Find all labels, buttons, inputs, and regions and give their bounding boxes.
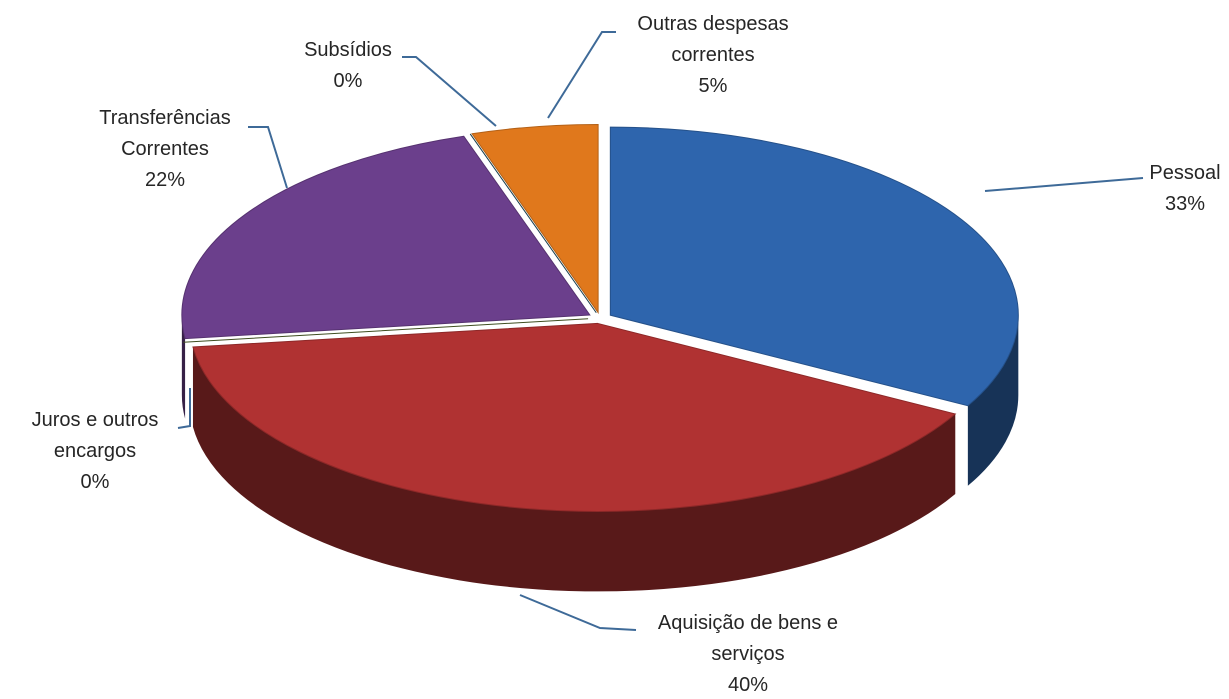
- label-value: 22%: [144, 169, 186, 191]
- slice-side: [181, 315, 186, 419]
- leader-lines: [177, 31, 1144, 631]
- data-label: Subsídios 0%: [273, 35, 423, 97]
- label-value: 33%: [1164, 193, 1206, 215]
- leader-line: [519, 594, 637, 631]
- label-name: Outras despesas correntes: [637, 13, 789, 66]
- data-label: Juros e outros encargos 0%: [5, 405, 185, 498]
- slice: [609, 126, 1019, 407]
- label-value: 0%: [333, 70, 363, 92]
- slice: [183, 318, 589, 343]
- slice: [181, 135, 591, 340]
- data-label: Pessoal 33%: [1135, 158, 1229, 220]
- label-name: Pessoal: [1149, 162, 1221, 184]
- label-name: Subsídios: [304, 39, 392, 61]
- leader-line: [402, 56, 497, 127]
- slice-side: [967, 315, 1019, 486]
- leader-line: [547, 31, 616, 119]
- data-label: Aquisição de bens e serviços 40%: [628, 608, 868, 699]
- leader-line: [984, 177, 1144, 192]
- leader-line: [177, 388, 191, 429]
- label-name: Aquisição de bens e serviços: [657, 612, 839, 665]
- slice-tops: [181, 124, 1019, 512]
- slice: [192, 322, 957, 512]
- leader-line: [248, 126, 288, 189]
- label-value: 5%: [698, 75, 728, 97]
- data-label: Outras despesas correntes 5%: [613, 9, 813, 102]
- label-value: 40%: [727, 674, 769, 696]
- slice: [471, 124, 599, 315]
- slice-sides: [181, 315, 1019, 592]
- label-name: Juros e outros encargos: [31, 409, 159, 462]
- label-value: 0%: [80, 471, 110, 493]
- slice: [469, 133, 597, 314]
- label-name: Transferências Correntes: [99, 107, 231, 160]
- slice-side: [192, 346, 956, 592]
- data-label: Transferências Correntes 22%: [80, 103, 250, 196]
